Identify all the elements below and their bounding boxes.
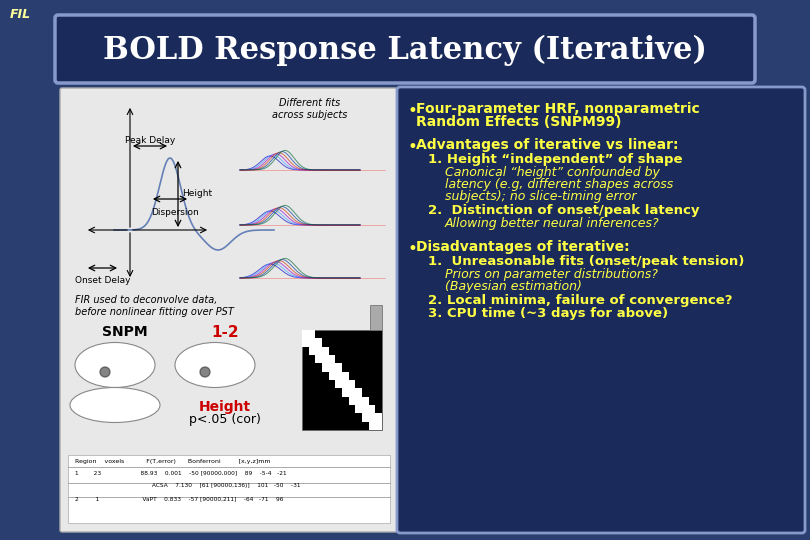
Text: p<.05 (cor): p<.05 (cor) (189, 413, 261, 426)
Bar (329, 363, 335, 372)
Bar (369, 422, 375, 430)
Circle shape (100, 367, 110, 377)
Text: •: • (408, 102, 418, 120)
Text: 1. Height “independent” of shape: 1. Height “independent” of shape (428, 153, 683, 166)
Bar (348, 380, 356, 388)
Bar (369, 405, 375, 413)
Text: latency (e.g, different shapes across: latency (e.g, different shapes across (445, 178, 673, 191)
Bar (348, 388, 356, 397)
Text: BOLD Response Latency (Iterative): BOLD Response Latency (Iterative) (103, 35, 707, 65)
Text: •: • (408, 240, 418, 258)
Text: Peak Delay: Peak Delay (125, 136, 175, 145)
Text: before nonlinear fitting over PST: before nonlinear fitting over PST (75, 307, 234, 317)
Bar (356, 405, 362, 413)
Bar (356, 388, 362, 397)
Ellipse shape (75, 342, 155, 388)
Bar (362, 405, 369, 413)
Bar (309, 347, 315, 355)
Text: (Bayesian estimation): (Bayesian estimation) (445, 280, 582, 293)
Text: Different fits
across subjects: Different fits across subjects (272, 98, 347, 119)
Bar (362, 397, 369, 405)
Bar (348, 397, 356, 405)
Text: •: • (408, 138, 418, 156)
Bar (302, 330, 309, 339)
FancyBboxPatch shape (55, 15, 755, 83)
Text: Height: Height (199, 400, 251, 414)
Text: Height: Height (182, 190, 212, 199)
Bar (375, 422, 382, 430)
Text: FIL: FIL (10, 8, 31, 21)
Text: Canonical “height” confounded by: Canonical “height” confounded by (445, 166, 660, 179)
Ellipse shape (175, 342, 255, 388)
Circle shape (200, 367, 210, 377)
Bar (370, 305, 382, 330)
Text: Priors on parameter distributions?: Priors on parameter distributions? (445, 268, 658, 281)
Bar (342, 388, 348, 397)
Text: FIR used to deconvolve data,: FIR used to deconvolve data, (75, 295, 217, 305)
Text: 2. Local minima, failure of convergence?: 2. Local minima, failure of convergence? (428, 294, 732, 307)
Text: Random Effects (SNPM99): Random Effects (SNPM99) (416, 115, 621, 129)
Bar (329, 355, 335, 363)
Bar (322, 347, 329, 355)
Text: 2         1                       VaPT    0.833    -57 [90000,211]    -64   -71 : 2 1 VaPT 0.833 -57 [90000,211] -64 -71 (75, 496, 284, 501)
Bar (335, 363, 342, 372)
Text: Disadvantages of iterative:: Disadvantages of iterative: (416, 240, 629, 254)
Bar (315, 347, 322, 355)
Text: subjects); no slice-timing error: subjects); no slice-timing error (445, 190, 637, 203)
Bar (68, 455, 390, 523)
Bar (309, 330, 315, 339)
Bar (356, 397, 362, 405)
Text: 2.  Distinction of onset/peak latency: 2. Distinction of onset/peak latency (428, 204, 700, 217)
Text: 3. CPU time (~3 days for above): 3. CPU time (~3 days for above) (428, 307, 668, 320)
Text: Region    voxels           F(T,error)      Bonferroni         [x,y,z]mm: Region voxels F(T,error) Bonferroni [x,y… (75, 459, 271, 464)
Bar (309, 339, 315, 347)
Bar (302, 339, 309, 347)
Text: Allowing better neural inferences?: Allowing better neural inferences? (445, 217, 659, 230)
Text: Advantages of iterative vs linear:: Advantages of iterative vs linear: (416, 138, 679, 152)
Bar (342, 372, 348, 380)
Text: SNPM: SNPM (102, 325, 147, 339)
Bar (302, 330, 382, 430)
Bar (335, 380, 342, 388)
FancyBboxPatch shape (60, 88, 398, 532)
Ellipse shape (70, 388, 160, 422)
Bar (315, 339, 322, 347)
Bar (342, 380, 348, 388)
Bar (375, 413, 382, 422)
Bar (315, 355, 322, 363)
Text: 1        23                     88.93    0.001    -50 [90000,000]    89    -5-4 : 1 23 88.93 0.001 -50 [90000,000] 89 -5-4 (75, 470, 287, 475)
Bar (335, 372, 342, 380)
FancyBboxPatch shape (397, 87, 805, 533)
Bar (329, 372, 335, 380)
Text: Four-parameter HRF, nonparametric: Four-parameter HRF, nonparametric (416, 102, 700, 116)
Bar (369, 413, 375, 422)
Text: ACSA    7.130    [61 [90000,136)]    101   -50    -31: ACSA 7.130 [61 [90000,136)] 101 -50 -31 (75, 483, 301, 488)
Bar (322, 363, 329, 372)
Text: 1.  Unreasonable fits (onset/peak tension): 1. Unreasonable fits (onset/peak tension… (428, 255, 744, 268)
Text: 1-2: 1-2 (211, 325, 239, 340)
Bar (362, 413, 369, 422)
Bar (322, 355, 329, 363)
Text: Dispersion: Dispersion (151, 208, 199, 217)
Text: Onset Delay: Onset Delay (75, 276, 130, 285)
